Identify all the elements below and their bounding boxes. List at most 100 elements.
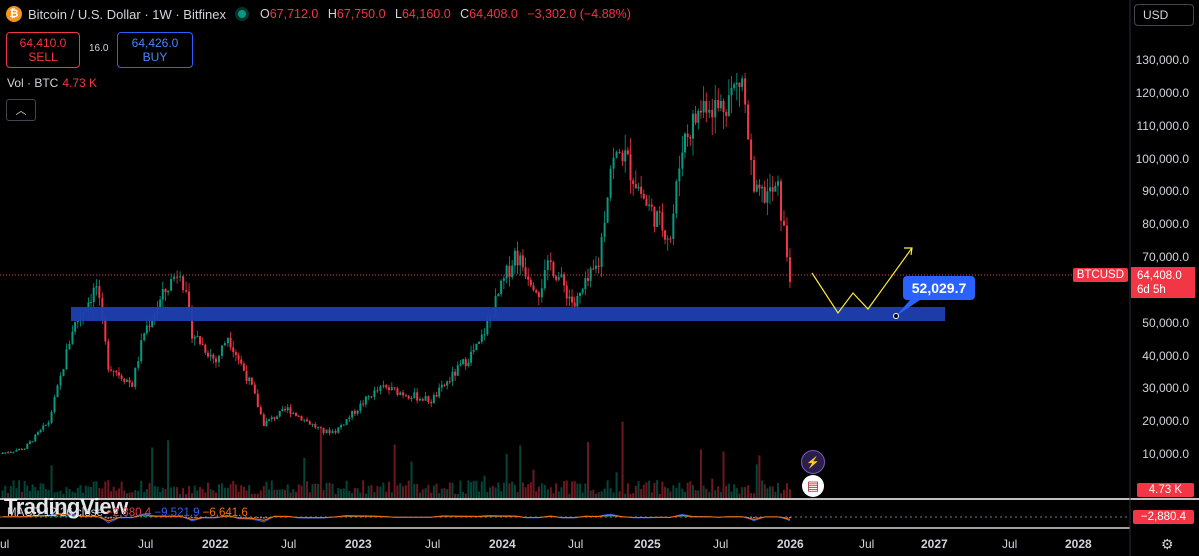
candle-body (427, 396, 430, 402)
last-price: 64,408.0 (1137, 270, 1182, 282)
candle-body (478, 341, 481, 344)
symbol-legend[interactable]: ₿ Bitcoin / U.S. Dollar · 1W · Bitfinex … (6, 6, 637, 22)
volume-bar (410, 461, 413, 498)
macd-hist-bar (494, 516, 497, 518)
candle-body (669, 238, 672, 240)
volume-bar (407, 480, 410, 498)
support-zone[interactable] (71, 307, 945, 321)
volume-bar (191, 493, 194, 498)
candle-body (311, 424, 314, 426)
symbol-tag: BTCUSD (1072, 268, 1128, 282)
macd-hist-bar (483, 516, 486, 518)
sell-button[interactable]: 64,410.0 SELL (6, 32, 80, 68)
volume-bar (311, 484, 314, 498)
currency-select[interactable]: USD (1134, 4, 1194, 26)
volume-bar (637, 480, 640, 498)
candle-body (209, 354, 212, 357)
volume-bar (95, 481, 98, 498)
volume-bar (629, 493, 632, 498)
candle-body (494, 296, 497, 317)
volume-bar (532, 469, 535, 498)
volume-bar (84, 485, 87, 498)
volume-bar (164, 489, 167, 498)
candle-body (65, 349, 68, 370)
volume-bar (755, 464, 758, 498)
us-flag-icon[interactable]: ▤ (802, 475, 824, 497)
volume-bar (537, 486, 540, 498)
candle-body (634, 183, 637, 189)
volume-value: 4.73 K (62, 76, 98, 90)
macd-hist-bar (683, 516, 686, 517)
volume-bar (719, 491, 722, 498)
volume-bar (763, 484, 766, 498)
collapse-legend-button[interactable]: ︿ (6, 99, 36, 121)
candle-body (128, 379, 131, 383)
macd-hist-bar (373, 516, 376, 518)
volume-bar (399, 483, 402, 498)
candle-body (714, 99, 717, 118)
candle-body (432, 395, 435, 404)
candle-body (262, 414, 265, 427)
volume-bar (34, 487, 37, 498)
candle-body (390, 387, 393, 391)
volume-bar (505, 453, 508, 498)
volume-bar (65, 487, 68, 498)
volume-bar (159, 492, 162, 498)
candle-body (62, 369, 65, 376)
macd-hist-bar (256, 517, 259, 519)
macd-hist-bar (451, 516, 454, 518)
macd-legend[interactable]: MACD 12 26 close −2,880.4 −9,521.9 −6,64… (7, 507, 248, 519)
macd-hist-bar (28, 516, 31, 518)
volume-bar (529, 482, 532, 498)
price-callout[interactable]: 52,029.7 (903, 276, 975, 300)
volume-bar (702, 485, 705, 498)
volume-bar (744, 486, 747, 498)
candle-body (766, 191, 769, 203)
candle-body (74, 322, 77, 332)
candle-body (774, 185, 777, 192)
volume-bar (134, 490, 137, 498)
macd-label: MACD 12 26 close (7, 507, 103, 519)
volume-bar (370, 485, 373, 498)
volume-bar (785, 483, 788, 498)
candle-body (402, 392, 405, 396)
y-tick: 70,000.0 (1142, 250, 1189, 264)
volume-bar (711, 478, 714, 498)
volume-bar (648, 480, 651, 498)
volume-bar (36, 490, 39, 498)
volume-bar (47, 489, 50, 498)
volume-bar (632, 493, 635, 498)
projection-path[interactable] (811, 247, 913, 315)
callout-anchor[interactable] (893, 313, 899, 319)
macd-hist-bar (443, 516, 446, 518)
volume-bar (779, 493, 782, 498)
candle-body (508, 265, 511, 277)
candle-body (107, 341, 110, 370)
candle-body (769, 187, 772, 192)
candle-body (653, 206, 656, 227)
candle-body (413, 392, 416, 399)
volume-bar (540, 483, 543, 498)
x-tick: Jul (281, 537, 297, 551)
volume-bar (325, 482, 328, 498)
symbol-title[interactable]: Bitcoin / U.S. Dollar · 1W · Bitfinex (28, 6, 226, 22)
candle-body (50, 411, 53, 423)
candle-body (373, 390, 376, 398)
buy-button[interactable]: 64,426.0 BUY (117, 32, 193, 68)
volume-bar (262, 486, 265, 498)
candle-body (483, 334, 486, 336)
volume-bar (543, 484, 546, 498)
volume-bar (753, 493, 756, 498)
volume-bar (240, 485, 243, 498)
volume-bar (308, 492, 311, 498)
volume-bar (82, 492, 85, 498)
volume-legend[interactable]: Vol · BTC 4.73 K (7, 76, 97, 90)
volume-bar (196, 490, 199, 498)
volume-bar (769, 486, 772, 498)
volume-bar (319, 426, 322, 498)
lightning-icon[interactable]: ⚡ (801, 450, 825, 474)
gear-icon[interactable]: ⚙ (1161, 536, 1174, 552)
candle-body (276, 416, 279, 419)
candle-body (148, 325, 151, 327)
